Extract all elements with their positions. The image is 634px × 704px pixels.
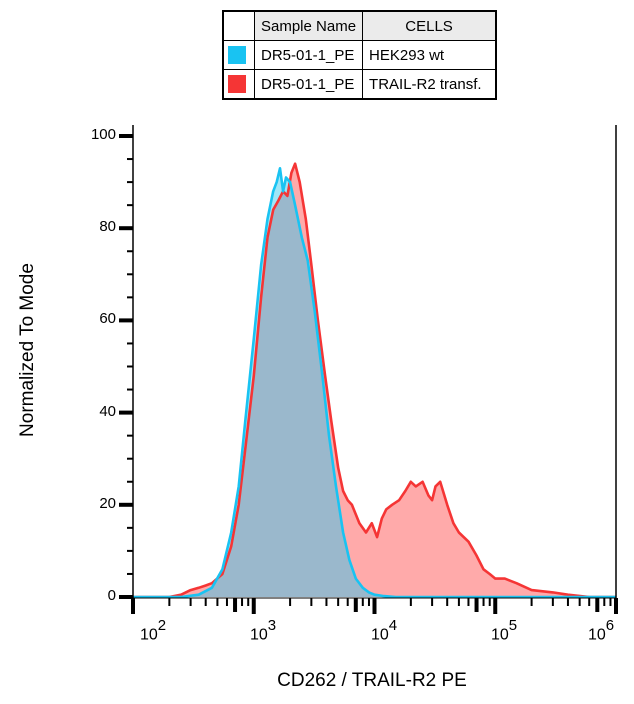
y-tick-label: 40 — [99, 402, 116, 420]
x-tick-label: 103 — [250, 617, 277, 644]
y-tick-label: 20 — [99, 494, 116, 512]
y-tick-label: 100 — [90, 126, 116, 143]
legend-header-cells: CELLS — [362, 10, 497, 41]
axes — [119, 125, 618, 614]
legend-table: Sample Name CELLS DR5-01-1_PE HEK293 wt … — [222, 10, 498, 100]
legend-cells: TRAIL-R2 transf. — [362, 69, 497, 100]
legend-row: DR5-01-1_PE HEK293 wt — [222, 40, 497, 70]
x-axis-label: CD262 / TRAIL-R2 PE — [277, 670, 467, 691]
legend-swatch-hek293 — [228, 46, 246, 65]
x-tick-label: 106 — [588, 617, 615, 644]
hek293-line — [133, 167, 616, 599]
legend-cells: HEK293 wt — [362, 40, 497, 70]
trail-r2-line — [133, 162, 616, 599]
legend-sample-name: DR5-01-1_PE — [253, 69, 364, 100]
x-tick-label: 105 — [491, 617, 518, 644]
overlap-area — [133, 168, 616, 597]
y-tick-label: 80 — [99, 218, 116, 236]
x-tick-label: 104 — [371, 617, 398, 644]
legend-row: DR5-01-1_PE TRAIL-R2 transf. — [222, 69, 497, 100]
legend-swatch-trail-r2 — [228, 75, 246, 94]
y-axis-label: Normalized To Mode — [17, 263, 38, 437]
y-tick-label: 60 — [99, 310, 116, 328]
y-tick-label: 0 — [107, 587, 116, 604]
histogram-curves — [133, 162, 616, 599]
legend-sample-name: DR5-01-1_PE — [253, 40, 364, 70]
x-tick-label: 102 — [140, 617, 167, 644]
